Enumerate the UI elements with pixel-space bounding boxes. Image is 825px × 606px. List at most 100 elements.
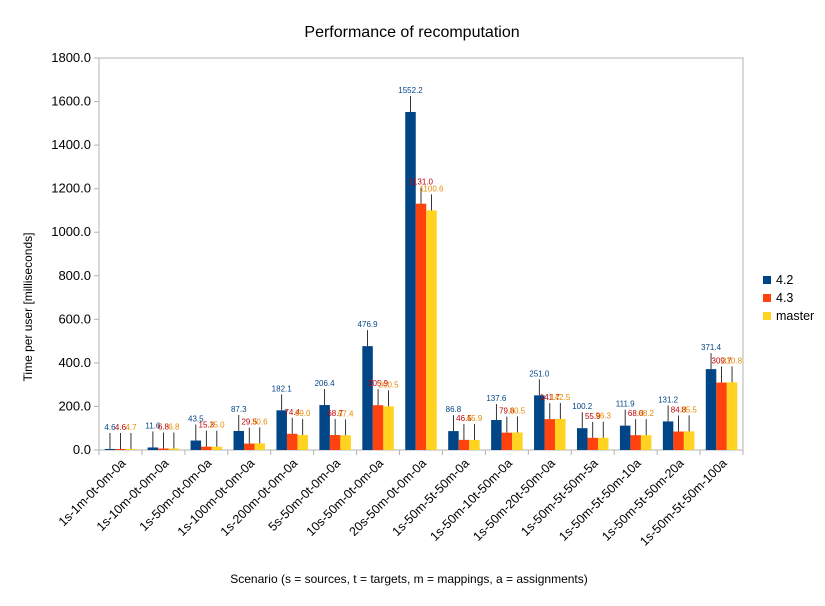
data-label: 206.4 <box>315 379 336 388</box>
legend: 4.2 4.3 master <box>763 273 814 323</box>
data-label: 68.0 <box>628 409 644 418</box>
bar <box>168 448 180 450</box>
bar <box>501 432 513 450</box>
y-tick-label: 1600.0 <box>51 94 91 109</box>
data-label: 80.5 <box>510 406 526 415</box>
data-label: 100.2 <box>572 402 593 411</box>
data-label: 29.5 <box>241 418 257 427</box>
y-tick-label: 400.0 <box>58 355 91 370</box>
data-label: 251.0 <box>529 369 550 378</box>
data-label: 309.7 <box>712 357 733 366</box>
data-label: 111.9 <box>616 400 635 409</box>
y-tick-label: 1200.0 <box>51 181 91 196</box>
data-label: 1131.0 <box>409 178 433 187</box>
data-label: 69.0 <box>295 409 311 418</box>
data-label: 4.7 <box>125 423 137 432</box>
data-label: 15.3 <box>199 421 215 430</box>
data-label: 205.9 <box>368 379 389 388</box>
bar <box>340 435 351 450</box>
bar <box>383 406 394 450</box>
data-label: 6.8 <box>158 423 170 432</box>
data-label: 74.4 <box>284 408 300 417</box>
data-label: 476.9 <box>358 320 379 329</box>
bar <box>491 420 502 450</box>
bar <box>716 382 727 450</box>
data-label: 142.5 <box>550 393 571 402</box>
data-label: 200.5 <box>379 380 400 389</box>
bar <box>469 440 480 450</box>
chart-title: Performance of recomputation <box>304 24 519 41</box>
bar <box>286 433 298 450</box>
bar <box>458 439 470 450</box>
legend-label: master <box>776 309 814 323</box>
y-tick-label: 600.0 <box>58 311 91 326</box>
y-tick-label: 0.0 <box>73 442 91 457</box>
data-label: 141.7 <box>540 393 561 402</box>
bar <box>662 421 674 450</box>
bar <box>319 405 330 450</box>
legend-swatch <box>763 312 771 320</box>
data-label: 182.1 <box>272 384 293 393</box>
y-tick-label: 1400.0 <box>51 137 91 152</box>
bar <box>233 430 245 450</box>
y-tick-label: 800.0 <box>58 268 91 283</box>
data-label: 6.8 <box>168 423 180 432</box>
bar <box>254 443 266 450</box>
data-label: 4.6 <box>115 423 127 432</box>
bar <box>201 446 212 450</box>
data-label: 68.7 <box>327 409 343 418</box>
data-label: 84.8 <box>671 406 687 415</box>
bar <box>683 431 695 450</box>
bar <box>405 111 416 450</box>
data-label: 30.6 <box>252 417 268 426</box>
legend-swatch <box>763 294 771 302</box>
bar <box>544 419 556 450</box>
bar <box>630 435 641 450</box>
bar <box>329 435 341 450</box>
data-label: 43.5 <box>188 415 204 424</box>
data-label: 87.3 <box>231 405 247 414</box>
bar <box>597 437 609 450</box>
y-axis-title: Time per user [milliseconds] <box>21 233 35 382</box>
bar <box>415 203 427 450</box>
data-label: 131.2 <box>658 395 679 404</box>
data-label: 137.6 <box>486 394 507 403</box>
bar <box>426 210 437 450</box>
bar <box>512 432 523 450</box>
data-label: 85.5 <box>681 405 697 414</box>
legend-label: 4.3 <box>776 291 793 305</box>
data-label: 15.0 <box>209 421 225 430</box>
data-label: 45.9 <box>467 414 483 423</box>
bar <box>640 435 652 450</box>
bar <box>115 448 126 450</box>
y-tick-label: 200.0 <box>58 398 91 413</box>
data-label: 11.6 <box>145 421 161 430</box>
data-label: 67.4 <box>338 409 354 418</box>
data-label: 1100.6 <box>420 184 444 193</box>
data-label: 1552.2 <box>398 86 423 95</box>
x-axis-title: Scenario (s = sources, t = targets, m = … <box>230 572 588 586</box>
data-label: 56.3 <box>595 412 611 421</box>
data-label: 4.6 <box>104 423 116 432</box>
data-label: 46.5 <box>456 414 472 423</box>
bar <box>448 431 459 450</box>
legend-swatch <box>763 276 771 284</box>
data-label: 86.8 <box>446 405 462 414</box>
bar <box>276 410 287 450</box>
bar <box>619 425 631 450</box>
bar <box>555 418 566 450</box>
bar <box>147 447 159 450</box>
bar <box>362 346 373 450</box>
bar <box>372 405 384 450</box>
bar <box>576 428 588 450</box>
bar <box>673 431 684 450</box>
bar <box>534 395 545 450</box>
bar <box>104 448 116 450</box>
data-label: 68.2 <box>638 409 654 418</box>
y-tick-label: 1000.0 <box>51 224 91 239</box>
bar <box>705 369 717 450</box>
bar <box>158 448 169 450</box>
data-label: 55.9 <box>585 412 601 421</box>
data-label: 371.4 <box>701 343 722 352</box>
